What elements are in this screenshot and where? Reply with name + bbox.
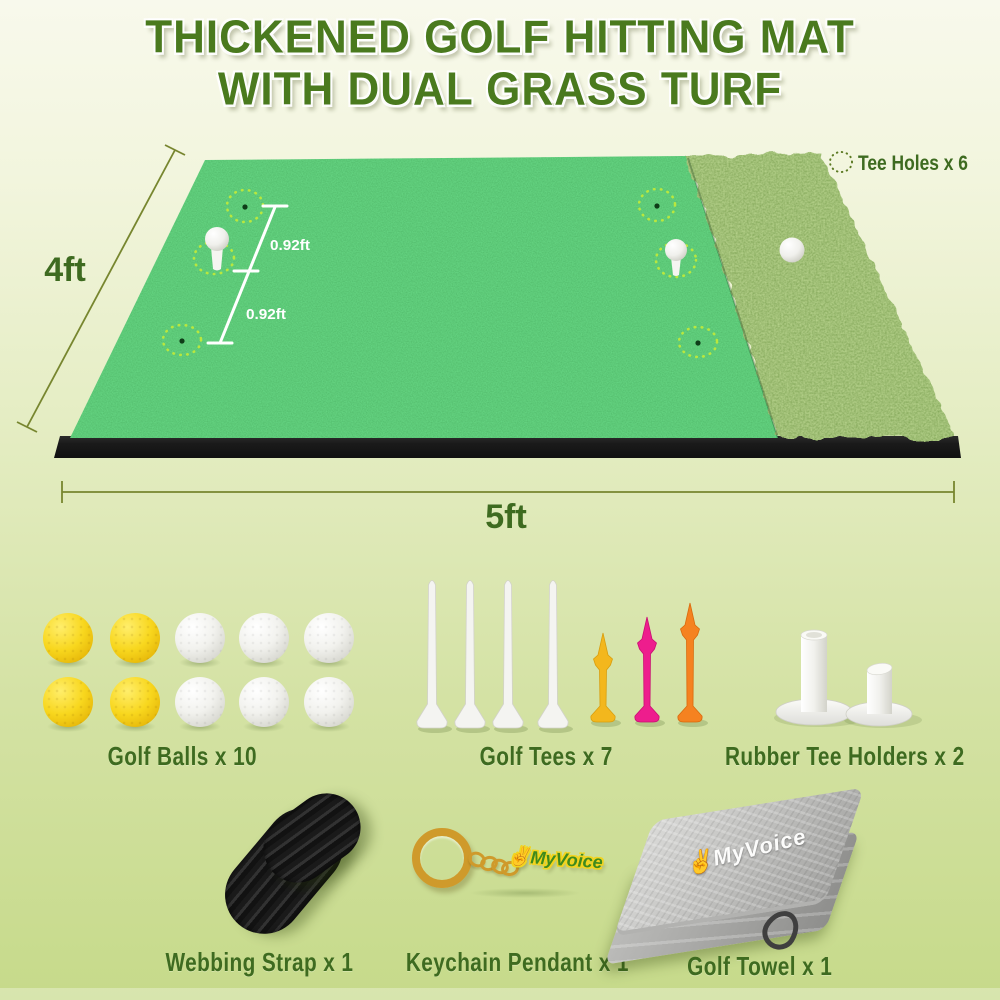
height-label: 4ft	[44, 251, 86, 289]
golf-ball-yellow	[43, 613, 93, 668]
ball-on-grass	[779, 237, 805, 263]
mat-rubber-base	[54, 436, 961, 458]
short-turf-surface	[70, 156, 778, 438]
golf-ball-white	[304, 677, 354, 732]
white-tee	[416, 580, 448, 729]
keychain-brand-text: MyVoice	[529, 847, 604, 873]
tee-holes-legend-circle	[829, 151, 853, 173]
white-tee	[537, 580, 569, 729]
tee-hole-dots	[179, 203, 701, 346]
step-tee-pink	[634, 616, 660, 723]
width-dimension	[61, 481, 955, 503]
golf-ball-white	[239, 677, 289, 732]
keychain-brand-tag: ✌MyVoice	[507, 846, 603, 874]
title-line-2: WITH DUAL GRASS TURF	[217, 63, 783, 116]
webbing-strap	[209, 779, 375, 950]
step-tee-orange	[677, 602, 703, 723]
white-tee	[454, 580, 486, 729]
ball-on-tee-right	[665, 239, 687, 276]
ball-on-tee-left	[205, 227, 229, 271]
tee-hole-circle	[654, 241, 698, 279]
tee-hole-circle	[677, 325, 719, 359]
golf-ball-white	[239, 613, 289, 668]
white-tee	[492, 580, 524, 729]
spacing-dimension	[206, 204, 289, 345]
tee-hole-circle	[161, 323, 203, 357]
golf-ball-white	[304, 613, 354, 668]
golf-ball-yellow	[110, 677, 160, 732]
mat-diagram: 0.92ft 0.92ft 4ft Tee Holes x 6 5ft	[16, 144, 968, 536]
tee-holes-legend-label: Tee Holes x 6	[858, 152, 968, 175]
webbing-strap-label: Webbing Strap x 1	[165, 947, 353, 977]
width-label: 5ft	[485, 498, 527, 536]
spacing-label-bottom: 0.92ft	[246, 306, 286, 323]
tee-hole-circle	[637, 187, 677, 223]
keychain-ring	[412, 828, 472, 888]
golf-towel-label: Golf Towel x 1	[687, 951, 833, 981]
title-line-1: THICKENED GOLF HITTING MAT	[145, 11, 855, 64]
golf-tees-group	[416, 580, 708, 733]
golf-ball-yellow	[43, 677, 93, 732]
golf-tees-label: Golf Tees x 7	[479, 741, 613, 771]
keychain-shadow	[470, 888, 580, 898]
victory-hand-icon: ✌	[507, 845, 532, 868]
golf-towel: ✌MyVoice	[604, 787, 868, 965]
rubber-tee-holders-label: Rubber Tee Holders x 2	[725, 741, 965, 771]
golf-ball-yellow	[110, 613, 160, 668]
golf-balls-label: Golf Balls x 10	[107, 741, 257, 771]
golf-ball-white	[175, 613, 225, 668]
height-dimension	[16, 144, 186, 433]
tee-holder-tall	[775, 629, 853, 726]
spacing-label-top: 0.92ft	[270, 237, 310, 254]
golf-ball-white	[175, 677, 225, 732]
long-grass-surface	[687, 152, 956, 438]
tee-holder-short	[845, 662, 913, 727]
bottom-edge-strip	[0, 988, 1000, 1000]
keychain-pendant-label: Keychain Pendant x 1	[405, 947, 629, 977]
turf-seam	[687, 157, 779, 439]
step-tee-yellow	[590, 632, 616, 723]
white-tees	[416, 580, 569, 729]
page-title: THICKENED GOLF HITTING MAT WITH DUAL GRA…	[0, 12, 1000, 116]
rubber-tee-holders-group	[774, 629, 922, 728]
